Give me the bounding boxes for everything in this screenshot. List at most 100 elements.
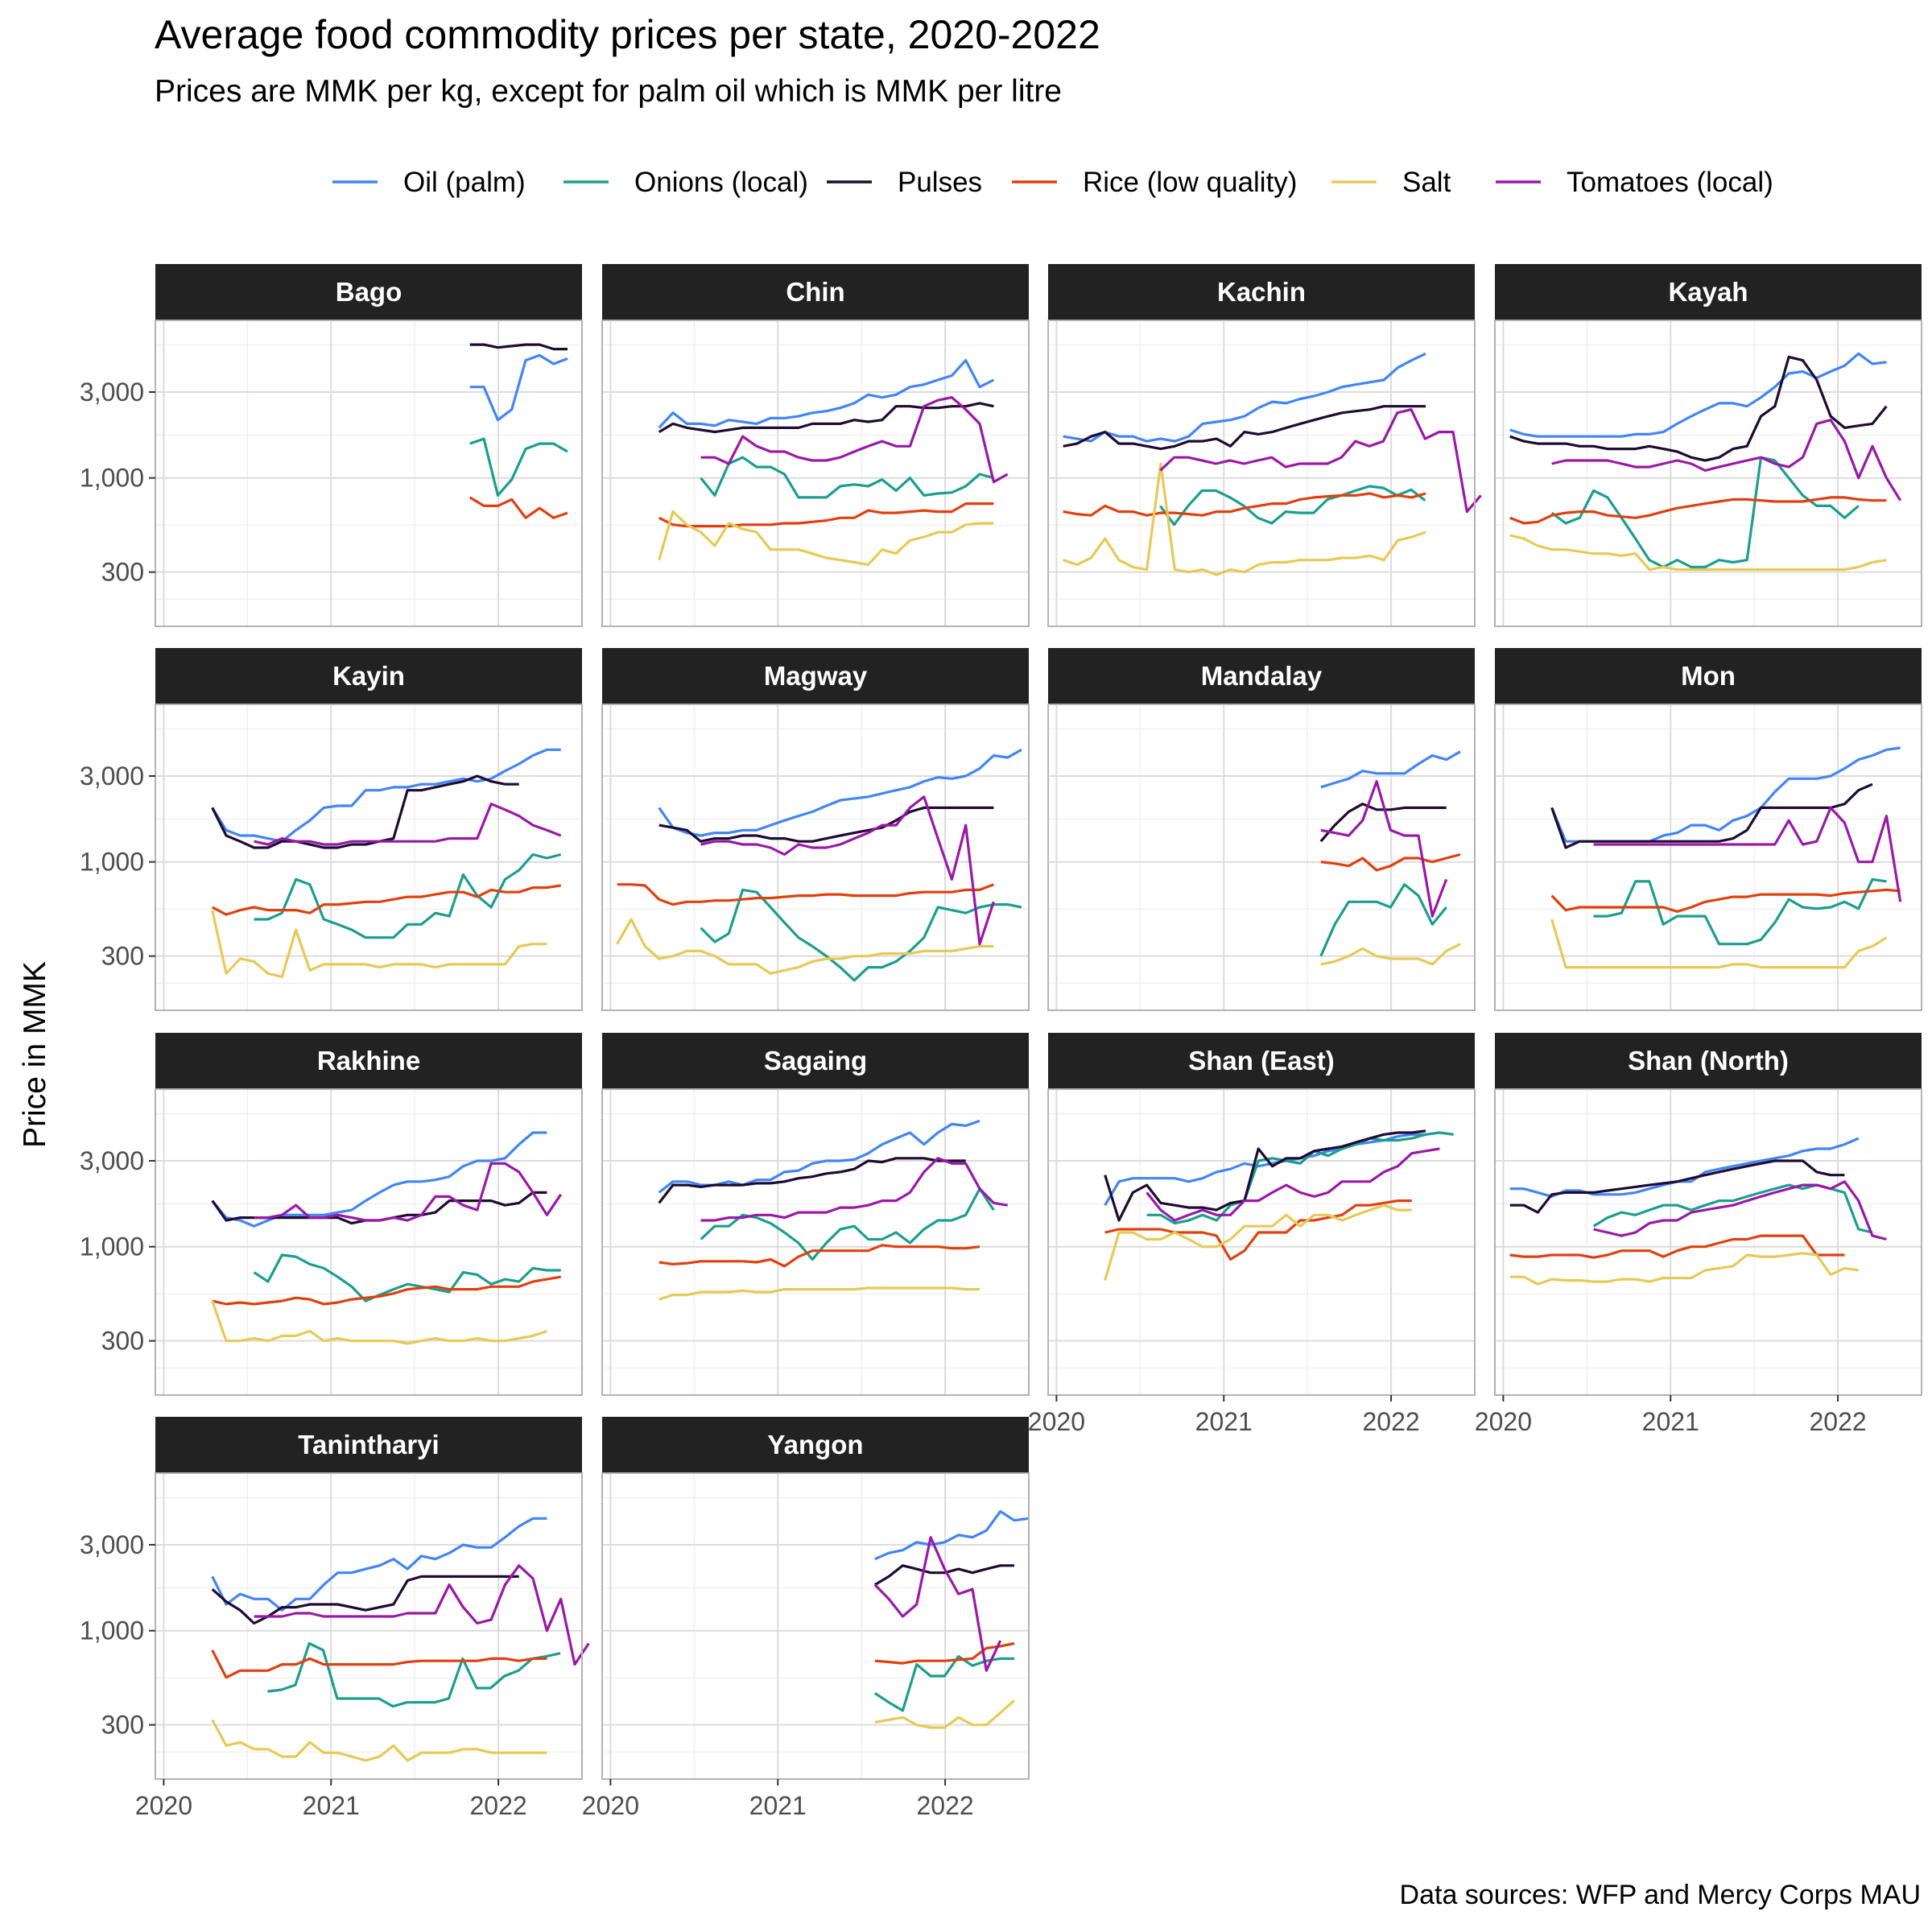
legend-label-salt: Salt <box>1402 167 1451 198</box>
series-line-onions-local <box>253 1253 561 1302</box>
panel-sagaing: Sagaing <box>601 1033 1030 1396</box>
plot-background <box>602 320 1029 626</box>
legend-item-rice-low-quality: Rice (low quality) <box>1012 167 1297 198</box>
x-tick-label: 2022 <box>1809 1407 1866 1436</box>
y-tick-label: 300 <box>101 558 144 587</box>
series-line-rice-low-quality <box>1063 492 1426 517</box>
legend-item-tomatoes-local: Tomatoes (local) <box>1496 167 1773 198</box>
panel-border <box>155 1088 583 1396</box>
strip-tanintharyi <box>155 1417 582 1473</box>
series-line-pulses <box>1063 405 1426 451</box>
panel-yangon: Yangon 2020 2021 2022 <box>582 1417 1030 1820</box>
y-tick-label: 3,000 <box>80 1530 144 1559</box>
strip-label: Mandalay <box>1201 661 1323 691</box>
plot-background <box>155 704 582 1010</box>
strip-yangon <box>602 1417 1029 1473</box>
panel-border <box>601 320 1030 627</box>
x-tick-label: 2020 <box>1028 1407 1085 1436</box>
series-line-tomatoes-local <box>254 803 562 846</box>
series-line-onions-local <box>1319 883 1447 957</box>
panel-mandalay: Mandalay <box>1047 648 1476 1011</box>
series-line-salt <box>874 1699 1016 1729</box>
series-line-tomatoes-local <box>700 396 1009 484</box>
strip-kayin <box>155 648 582 704</box>
chart-caption: Data sources: WFP and Mercy Corps MAU <box>1399 1880 1921 1910</box>
chart-subtitle: Prices are MMK per kg, except for palm o… <box>155 74 1063 109</box>
series-line-onions-local <box>700 888 1022 982</box>
series-line-salt <box>211 910 547 979</box>
series-line-rice-low-quality <box>469 496 568 519</box>
series-line-oil-palm <box>658 748 1022 837</box>
series-line-tomatoes-local <box>700 1157 1008 1222</box>
panel-border <box>1494 1088 1922 1396</box>
panel-mon: Mon <box>1494 648 1922 1011</box>
plot-background <box>155 1473 582 1779</box>
series-line-onions-local <box>1550 456 1860 569</box>
series-line-salt <box>1104 1203 1412 1282</box>
panel-border <box>601 704 1030 1011</box>
series-line-oil-palm <box>1063 352 1426 443</box>
strip-chin <box>602 264 1029 320</box>
strip-magway <box>602 648 1029 704</box>
strip-label: Magway <box>764 661 868 691</box>
series-line-pulses <box>1509 1159 1845 1214</box>
strip-label: Shan (North) <box>1628 1046 1789 1075</box>
series-line-pulses <box>1104 1129 1426 1222</box>
panel-magway: Magway <box>601 648 1030 1011</box>
series-line-salt <box>1550 919 1888 969</box>
series-line-pulses <box>658 1157 966 1204</box>
series-line-tomatoes-local <box>254 1564 590 1666</box>
y-tick-label: 3,000 <box>80 378 144 407</box>
strip-sagaing <box>602 1033 1029 1089</box>
series-line-tomatoes-local <box>254 1162 563 1222</box>
series-line-pulses <box>658 806 994 843</box>
legend-item-onions-local: Onions (local) <box>564 167 808 198</box>
y-tick-label: 3,000 <box>80 1146 144 1175</box>
legend-label-rice-low-quality: Rice (low quality) <box>1083 167 1297 198</box>
plot-background <box>1048 320 1475 626</box>
series-line-onions-local <box>469 437 568 497</box>
series-line-salt <box>211 1719 547 1762</box>
series-line-oil-palm <box>874 1509 1029 1561</box>
y-tick-label: 300 <box>101 942 144 971</box>
series-line-tomatoes-local <box>1551 419 1902 502</box>
panel-border <box>155 1472 583 1780</box>
legend-item-pulses: Pulses <box>827 167 982 198</box>
panel-border <box>155 320 583 627</box>
strip-rakhine <box>155 1033 582 1089</box>
strip-label: Mon <box>1681 661 1736 691</box>
series-line-onions-local <box>1159 485 1426 526</box>
series-line-salt <box>658 1286 980 1301</box>
panel-kachin: Kachin <box>1047 264 1482 627</box>
panel-border <box>1047 1088 1476 1396</box>
panel-border <box>1047 320 1476 627</box>
series-line-tomatoes-local <box>873 1536 1002 1672</box>
series-line-rice-low-quality <box>1509 496 1887 525</box>
series-line-tomatoes-local <box>1593 806 1902 902</box>
series-line-tomatoes-local <box>1320 780 1448 918</box>
series-line-pulses <box>211 774 519 849</box>
legend-label-pulses: Pulses <box>898 167 982 198</box>
series-line-pulses <box>211 1575 519 1625</box>
series-line-oil-palm <box>1509 352 1887 438</box>
x-tick-label: 2022 <box>469 1791 526 1820</box>
panel-kayin: Kayin 300 1,000 3,000 <box>80 648 583 1011</box>
strip-kachin <box>1048 264 1475 320</box>
series-line-oil-palm <box>469 353 568 422</box>
series-line-rice-low-quality <box>658 1244 980 1268</box>
panel-border <box>601 1472 1030 1780</box>
y-tick-label: 1,000 <box>80 848 144 877</box>
series-line-oil-palm <box>658 359 995 429</box>
panel-border <box>1494 320 1922 627</box>
series-line-oil-palm <box>211 1517 547 1612</box>
series-line-rice-low-quality <box>212 1275 561 1306</box>
strip-label: Yangon <box>767 1430 863 1459</box>
x-tick-label: 2020 <box>135 1791 192 1820</box>
panel-shan-north: Shan (North) 2020 2021 2022 <box>1475 1033 1922 1436</box>
panel-rakhine: Rakhine 300 1,000 3,000 <box>80 1033 583 1396</box>
series-line-rice-low-quality <box>658 502 994 528</box>
legend-label-tomatoes-local: Tomatoes (local) <box>1567 167 1773 198</box>
series-line-tomatoes-local <box>700 795 995 946</box>
series-line-tomatoes-local <box>1146 1147 1440 1222</box>
